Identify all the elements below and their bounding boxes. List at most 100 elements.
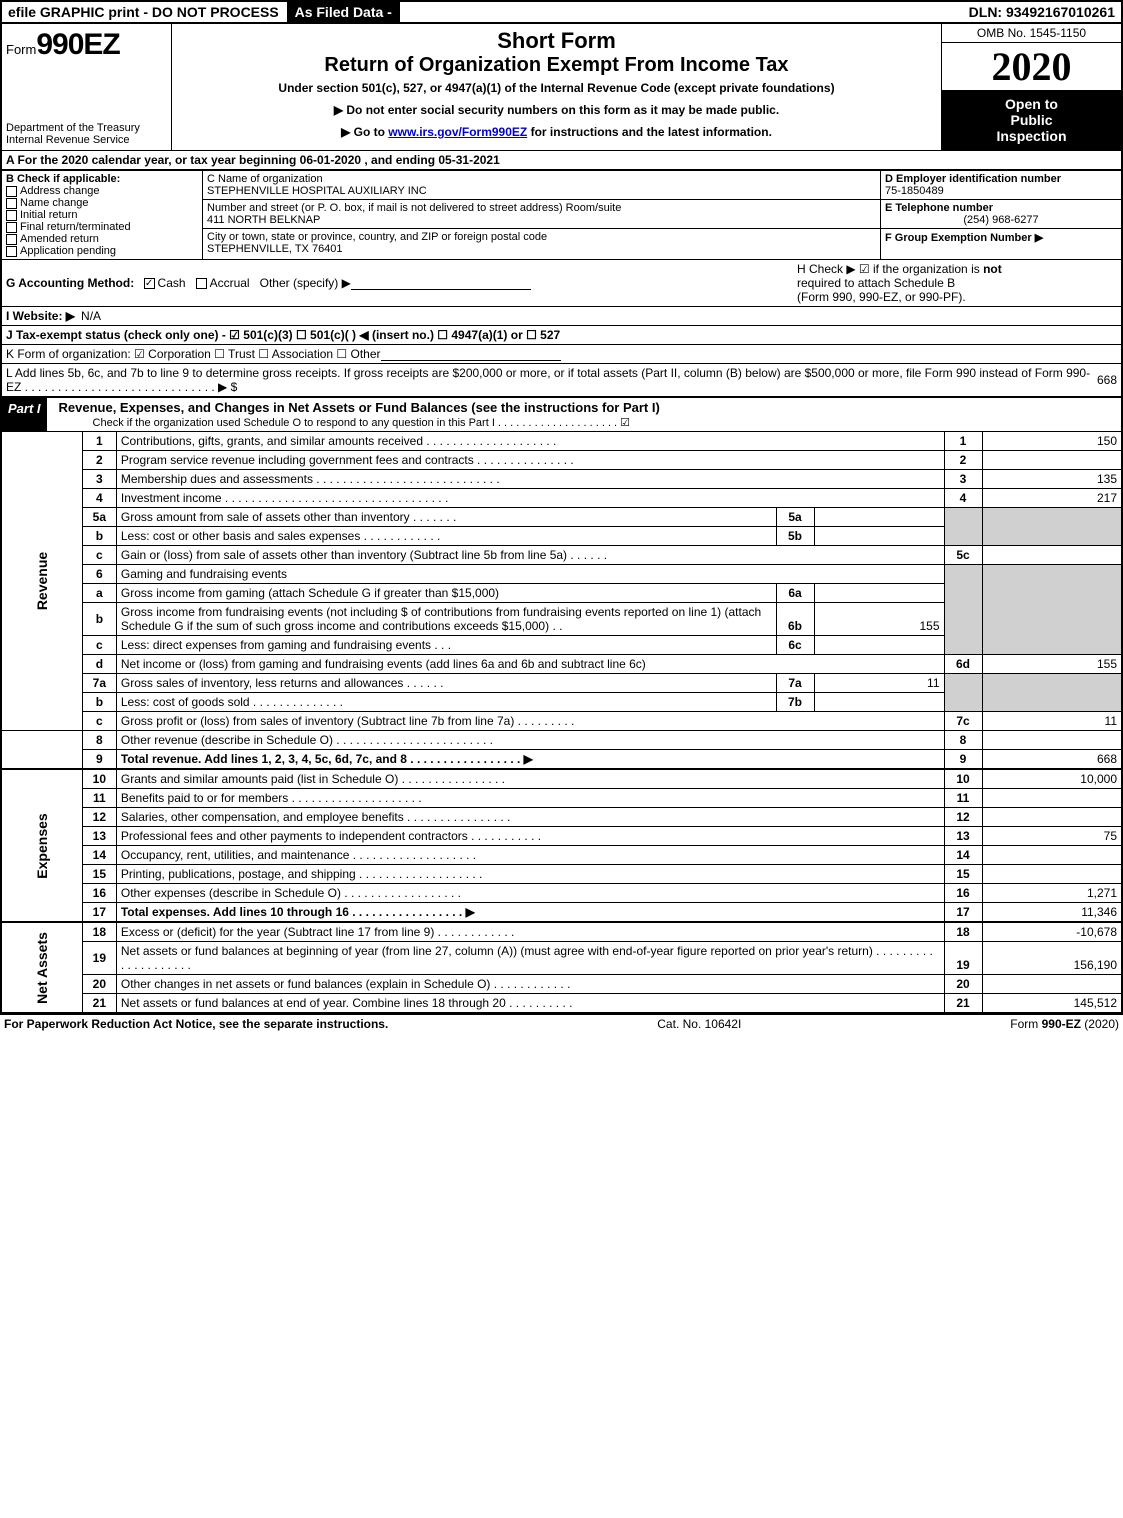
form-prefix: Form xyxy=(6,42,36,57)
d-ein: 75-1850489 xyxy=(885,185,1117,197)
c-street-block: Number and street (or P. O. box, if mail… xyxy=(203,200,880,229)
line-4: 4 Investment income . . . . . . . . . . … xyxy=(1,489,1122,508)
e-phone-block: E Telephone number (254) 968-6277 xyxy=(881,200,1121,229)
line-19: 19 Net assets or fund balances at beginn… xyxy=(1,942,1122,975)
row-i: I Website: ▶ N/A xyxy=(0,307,1123,326)
sidecat-netassets: Net Assets xyxy=(1,922,82,1013)
row-k: K Form of organization: ☑ Corporation ☐ … xyxy=(0,345,1123,364)
b-label: B Check if applicable: xyxy=(6,173,198,185)
footer-left: For Paperwork Reduction Act Notice, see … xyxy=(4,1017,388,1031)
col-b-checkboxes: B Check if applicable: Address change Na… xyxy=(2,171,202,259)
i-website: N/A xyxy=(81,309,101,323)
e-label: E Telephone number xyxy=(885,202,1117,214)
h-text2: required to attach Schedule B xyxy=(797,276,955,290)
col-def: D Employer identification number 75-1850… xyxy=(881,171,1121,259)
line-9: 9 Total revenue. Add lines 1, 2, 3, 4, 5… xyxy=(1,750,1122,770)
cb-application-pending[interactable]: Application pending xyxy=(6,245,198,257)
line-12: 12 Salaries, other compensation, and emp… xyxy=(1,808,1122,827)
g-cash: Cash xyxy=(158,276,186,290)
c-name-block: C Name of organization STEPHENVILLE HOSP… xyxy=(203,171,880,200)
j-text: J Tax-exempt status (check only one) - ☑… xyxy=(6,328,560,342)
g-other-input[interactable] xyxy=(351,276,531,290)
line-7a: 7a Gross sales of inventory, less return… xyxy=(1,674,1122,693)
main-title: Return of Organization Exempt From Incom… xyxy=(178,54,935,77)
l-text: L Add lines 5b, 6c, and 7b to line 9 to … xyxy=(6,366,1097,394)
cb-address-change[interactable]: Address change xyxy=(6,185,198,197)
cb-accrual[interactable] xyxy=(196,278,207,289)
line-5a: 5a Gross amount from sale of assets othe… xyxy=(1,508,1122,527)
goto-suffix: for instructions and the latest informat… xyxy=(527,125,772,139)
c-city-label: City or town, state or province, country… xyxy=(207,231,876,243)
h-text3: (Form 990, 990-EZ, or 990-PF). xyxy=(797,290,966,304)
header-left: Form990EZ Department of the Treasury Int… xyxy=(2,24,172,150)
cb-amended-return[interactable]: Amended return xyxy=(6,233,198,245)
c-org-name: STEPHENVILLE HOSPITAL AUXILIARY INC xyxy=(207,185,876,197)
line-20: 20 Other changes in net assets or fund b… xyxy=(1,975,1122,994)
k-text: K Form of organization: ☑ Corporation ☐ … xyxy=(6,347,381,361)
footer-right: Form 990-EZ (2020) xyxy=(1010,1017,1119,1031)
line-8: 8 Other revenue (describe in Schedule O)… xyxy=(1,731,1122,750)
form-number-box: Form990EZ xyxy=(6,28,167,62)
line-6d: d Net income or (loss) from gaming and f… xyxy=(1,655,1122,674)
cb-name-change[interactable]: Name change xyxy=(6,197,198,209)
l-val: 668 xyxy=(1097,373,1117,387)
dln: DLN: 93492167010261 xyxy=(963,2,1121,22)
row-h: H Check ▶ ☑ if the organization is not r… xyxy=(797,262,1117,304)
part1-title-block: Revenue, Expenses, and Changes in Net As… xyxy=(47,398,1121,431)
section-bcdef: B Check if applicable: Address change Na… xyxy=(0,171,1123,260)
c-city-block: City or town, state or province, country… xyxy=(203,229,880,257)
dept-treasury: Department of the Treasury Internal Reve… xyxy=(6,122,167,146)
l1-desc: Contributions, gifts, grants, and simila… xyxy=(116,432,944,451)
part1-badge: Part I xyxy=(2,398,47,431)
c-street-label: Number and street (or P. O. box, if mail… xyxy=(207,202,876,214)
note-goto: ▶ Go to www.irs.gov/Form990EZ for instru… xyxy=(178,125,935,139)
part1-check-note: Check if the organization used Schedule … xyxy=(53,417,631,429)
sidecat-revenue: Revenue xyxy=(1,432,82,731)
line-10: Expenses 10 Grants and similar amounts p… xyxy=(1,769,1122,789)
line-14: 14 Occupancy, rent, utilities, and maint… xyxy=(1,846,1122,865)
col-c-org: C Name of organization STEPHENVILLE HOSP… xyxy=(202,171,881,259)
open-line2: Public xyxy=(948,112,1115,128)
line-1: Revenue 1 Contributions, gifts, grants, … xyxy=(1,432,1122,451)
g-accrual: Accrual xyxy=(210,276,250,290)
part1-header-row: Part I Revenue, Expenses, and Changes in… xyxy=(0,398,1123,432)
row-l: L Add lines 5b, 6c, and 7b to line 9 to … xyxy=(0,364,1123,398)
k-other-input[interactable] xyxy=(381,347,561,361)
open-line1: Open to xyxy=(948,96,1115,112)
irs-link[interactable]: www.irs.gov/Form990EZ xyxy=(388,125,527,139)
c-street: 411 NORTH BELKNAP xyxy=(207,214,876,226)
footer-center: Cat. No. 10642I xyxy=(657,1017,741,1031)
efile-prefix: efile GRAPHIC print - DO NOT PROCESS xyxy=(8,4,279,20)
i-label: I Website: ▶ xyxy=(6,309,75,323)
open-line3: Inspection xyxy=(948,128,1115,144)
line-15: 15 Printing, publications, postage, and … xyxy=(1,865,1122,884)
part1-table: Revenue 1 Contributions, gifts, grants, … xyxy=(0,432,1123,1014)
c-label: C Name of organization xyxy=(207,173,876,185)
line-2: 2 Program service revenue including gove… xyxy=(1,451,1122,470)
l1-rnum: 1 xyxy=(944,432,982,451)
as-filed-box: As Filed Data - xyxy=(287,2,400,22)
line-21: 21 Net assets or fund balances at end of… xyxy=(1,994,1122,1014)
f-label: F Group Exemption Number ▶ xyxy=(885,232,1043,244)
line-7c: c Gross profit or (loss) from sales of i… xyxy=(1,712,1122,731)
g-other: Other (specify) ▶ xyxy=(260,276,351,290)
d-label: D Employer identification number xyxy=(885,173,1117,185)
form-header: Form990EZ Department of the Treasury Int… xyxy=(0,24,1123,150)
efile-topbar: efile GRAPHIC print - DO NOT PROCESS As … xyxy=(0,0,1123,24)
short-form-title: Short Form xyxy=(178,28,935,54)
cb-initial-return[interactable]: Initial return xyxy=(6,209,198,221)
cb-final-return[interactable]: Final return/terminated xyxy=(6,221,198,233)
page-footer: For Paperwork Reduction Act Notice, see … xyxy=(0,1014,1123,1033)
line-13: 13 Professional fees and other payments … xyxy=(1,827,1122,846)
cb-cash[interactable]: ✓ xyxy=(144,278,155,289)
line-16: 16 Other expenses (describe in Schedule … xyxy=(1,884,1122,903)
header-right: OMB No. 1545-1150 2020 Open to Public In… xyxy=(941,24,1121,150)
f-group-block: F Group Exemption Number ▶ xyxy=(881,229,1121,246)
tax-year: 2020 xyxy=(942,43,1121,90)
h-not: not xyxy=(983,262,1002,276)
line-18: Net Assets 18 Excess or (deficit) for th… xyxy=(1,922,1122,942)
omb-number: OMB No. 1545-1150 xyxy=(942,24,1121,43)
goto-prefix: ▶ Go to xyxy=(341,125,388,139)
l1-rval: 150 xyxy=(982,432,1122,451)
c-city: STEPHENVILLE, TX 76401 xyxy=(207,243,876,255)
